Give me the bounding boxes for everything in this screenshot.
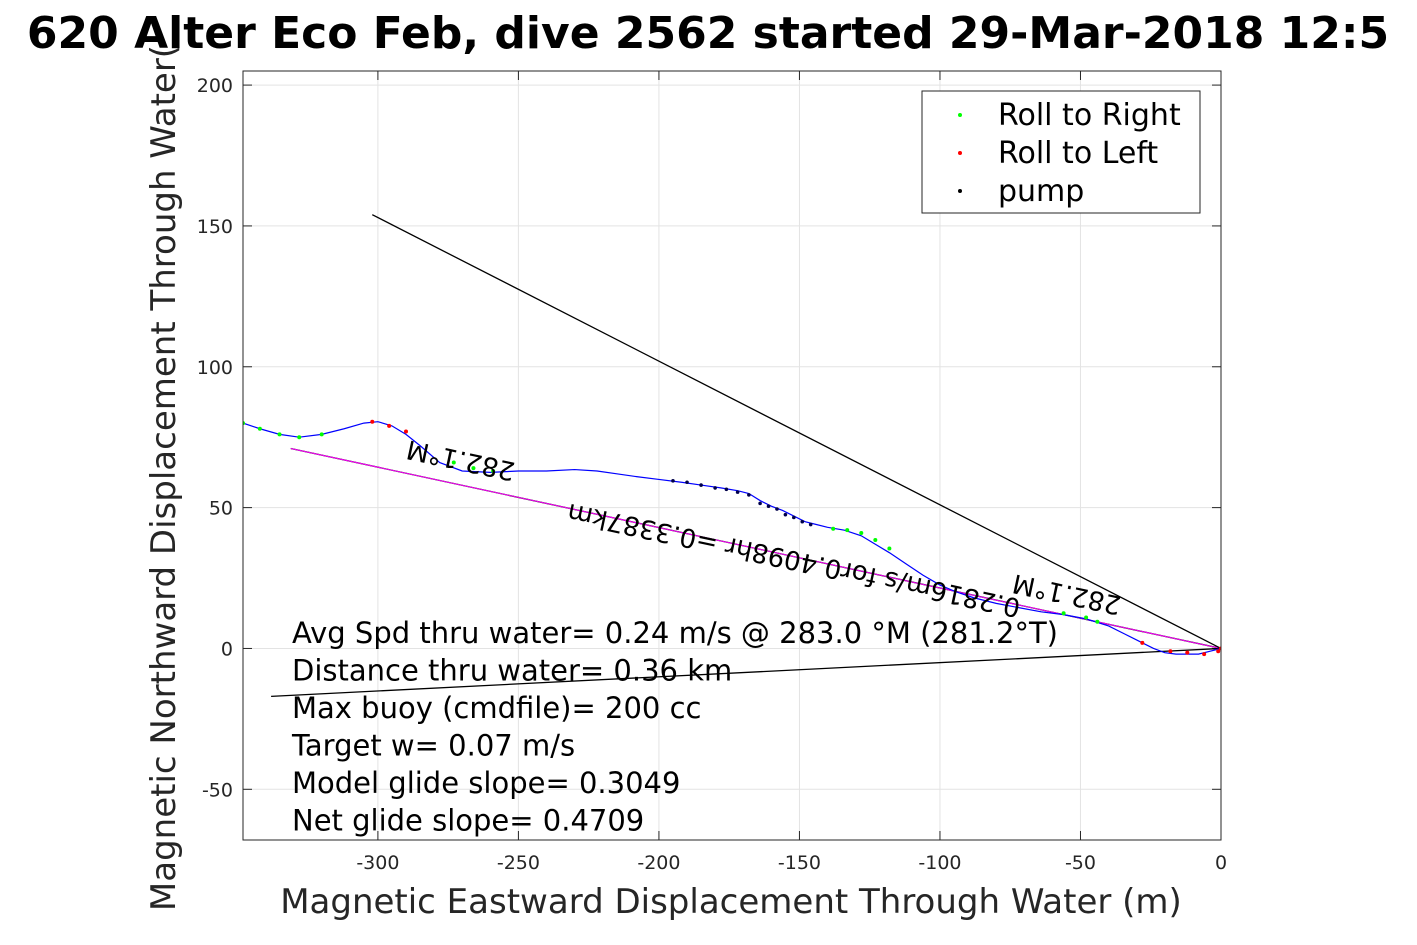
roll-right-point	[845, 528, 850, 533]
x-tick-label: -100	[918, 852, 961, 874]
track-points	[243, 419, 1221, 657]
note-line: Max buoy (cmdfile)= 200 cc	[292, 691, 701, 725]
roll-left-point	[387, 423, 392, 428]
x-tick-label: -50	[1065, 852, 1096, 874]
x-tick-label: -200	[637, 852, 680, 874]
note-line: Model glide slope= 0.3049	[292, 766, 680, 800]
roll-left-point	[1168, 649, 1173, 654]
glider-track	[243, 421, 1221, 655]
x-tick-label: -150	[778, 852, 821, 874]
x-tick-label: -250	[497, 852, 540, 874]
pump-point	[747, 493, 751, 497]
pump-point	[735, 490, 740, 494]
roll-left-point	[404, 429, 408, 434]
legend-box	[921, 90, 1201, 214]
roll-right-point	[1095, 619, 1100, 624]
legend-entry: Roll to Left	[998, 136, 1158, 171]
legend-entry: pump	[998, 174, 1084, 209]
pump-point	[685, 480, 689, 485]
roll-right-point	[319, 432, 324, 437]
roll-right-point	[297, 435, 302, 440]
note-line: Target w= 0.07 m/s	[291, 729, 575, 763]
current-vector-line	[371, 214, 1221, 650]
plot-frame	[242, 70, 1222, 841]
roll-right-point	[859, 530, 864, 535]
y-tick-label: 100	[197, 357, 233, 379]
track-line	[243, 421, 1221, 655]
note-line: Avg Spd thru water= 0.24 m/s @ 283.0 °M …	[292, 616, 1058, 650]
legend-marker	[958, 113, 962, 117]
pump-point	[792, 515, 796, 520]
roll-right-point	[831, 526, 836, 531]
grid	[243, 71, 1222, 840]
y-axis-label: Magnetic Northward Displacement Through …	[144, 45, 184, 911]
y-tick-label: 200	[197, 75, 233, 97]
roll-right-point	[1061, 611, 1066, 616]
y-tick-label: 0	[221, 638, 233, 660]
roll-right-point	[471, 466, 476, 471]
depth-averaged-line	[271, 647, 1221, 697]
pump-point	[766, 504, 771, 509]
roll-right-point	[491, 468, 496, 473]
roll-right-point	[873, 538, 878, 543]
pump-point	[783, 512, 788, 517]
pump-point	[758, 501, 762, 506]
note-line: Distance thru water= 0.36 km	[292, 654, 732, 688]
roll-left-point	[1140, 640, 1145, 645]
x-tick-label: -300	[356, 852, 399, 874]
pump-point	[699, 483, 703, 487]
roll-right-point	[451, 460, 456, 465]
pump-point	[775, 507, 779, 511]
roll-left-point	[1202, 652, 1207, 657]
roll-left-point	[1216, 649, 1221, 654]
y-tick-label: -50	[202, 779, 233, 801]
roll-left-point	[370, 419, 375, 424]
roll-right-point	[257, 426, 262, 431]
y-tick-label: 150	[197, 216, 233, 238]
pump-point	[808, 522, 813, 527]
pump-point	[724, 487, 729, 492]
axis-ticks: -300 -250 -200 -150 -100 -50 0 -50 0 50 100 150 200	[197, 71, 1227, 874]
legend-marker	[958, 189, 962, 193]
pump-point	[671, 479, 675, 483]
pump-point	[713, 486, 717, 490]
notes: Avg Spd thru water= 0.24 m/s @ 283.0 °M …	[291, 616, 1058, 838]
y-tick-label: 50	[209, 498, 233, 520]
x-axis-label: Magnetic Eastward Displacement Through W…	[280, 882, 1182, 922]
x-tick-label: 0	[1215, 852, 1227, 874]
note-line: Net glide slope= 0.4709	[292, 804, 644, 838]
roll-right-point	[887, 546, 892, 551]
roll-left-point	[1185, 650, 1190, 655]
roll-right-point	[1084, 615, 1089, 620]
roll-right-point	[277, 432, 282, 437]
chart-title: 620 Alter Eco Feb, dive 2562 started 29-…	[27, 8, 1389, 59]
pump-point	[800, 519, 805, 524]
legend-entry: Roll to Right	[998, 98, 1181, 133]
legend-marker	[958, 151, 962, 155]
